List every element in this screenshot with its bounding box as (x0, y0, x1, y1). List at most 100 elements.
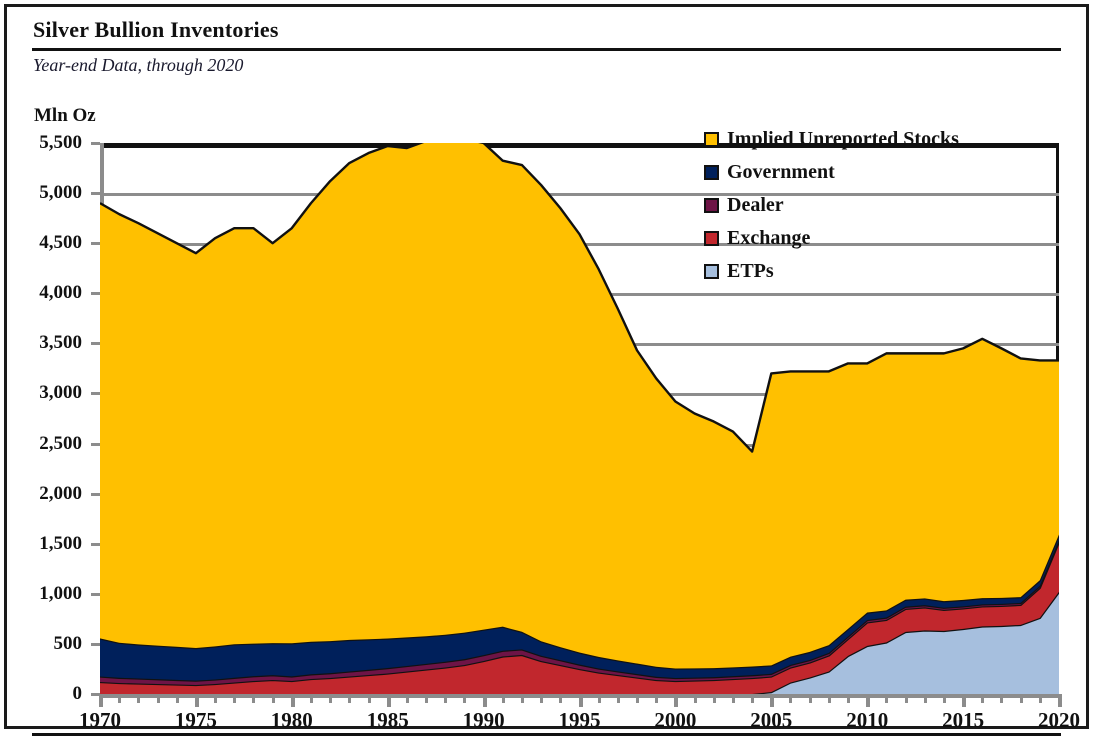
x-axis-tick-mark (405, 694, 409, 703)
x-axis-tick-label: 2010 (846, 708, 889, 732)
legend-label: ETPs (727, 260, 774, 282)
legend-label: Implied Unreported Stocks (727, 128, 959, 150)
y-axis-tick-mark (91, 592, 100, 596)
y-axis-tick-mark (91, 442, 100, 446)
x-axis-tick-mark (309, 694, 313, 703)
y-axis-tick-label: 3,500 (39, 332, 82, 354)
x-axis-tick-mark (118, 694, 122, 703)
x-axis-tick-label: 2020 (1038, 708, 1080, 732)
chart-frame: Silver Bullion Inventories Year-end Data… (4, 4, 1089, 736)
x-axis-tick-mark (482, 694, 487, 707)
gridline (100, 193, 1059, 197)
footer-rule (32, 733, 1061, 736)
x-axis-tick-mark (386, 694, 391, 707)
area-outline-etps (100, 591, 1059, 694)
x-axis-tick-mark (847, 694, 851, 703)
y-axis-tick-mark (91, 542, 100, 546)
x-axis-tick-mark (520, 694, 524, 703)
x-axis-tick-mark (348, 694, 352, 703)
legend-item-implied_unreported_stocks[interactable]: Implied Unreported Stocks (704, 123, 959, 156)
x-axis-tick-mark (751, 694, 755, 703)
x-axis-tick-mark (156, 694, 160, 703)
area-outline-government (100, 534, 1059, 670)
x-axis-tick-mark (137, 694, 141, 703)
x-axis-tick-mark (885, 694, 889, 703)
legend-swatch-icon (704, 264, 719, 279)
x-axis-tick-mark (636, 694, 640, 703)
x-axis-tick-mark (367, 694, 371, 703)
x-axis-tick-mark (942, 694, 946, 703)
x-axis-tick-mark (712, 694, 716, 703)
x-axis-tick-mark (329, 694, 333, 703)
x-axis-tick-mark (1038, 694, 1042, 703)
legend-item-etps[interactable]: ETPs (704, 255, 959, 288)
x-axis-tick-label: 2005 (750, 708, 793, 732)
y-axis-tick-label: 2,000 (39, 482, 82, 504)
chart-subtitle: Year-end Data, through 2020 (33, 55, 244, 75)
x-axis-tick-mark (425, 694, 429, 703)
x-axis-tick-mark (827, 694, 831, 703)
x-axis-tick-mark (904, 694, 908, 703)
y-axis-tick-mark (91, 693, 100, 696)
y-axis-tick-mark (91, 492, 100, 496)
x-axis-tick-mark (655, 694, 659, 703)
y-axis-tick-label: 4,000 (39, 282, 82, 304)
x-axis-tick-label: 2000 (654, 708, 697, 732)
legend-label: Government (727, 161, 835, 183)
y-axis-tick-mark (91, 242, 100, 246)
x-axis-tick-mark (559, 694, 563, 703)
y-axis-tick-label: 1,000 (39, 582, 82, 604)
y-axis-tick-mark (91, 342, 100, 346)
x-axis-tick-mark (194, 694, 199, 707)
x-axis-tick-mark (290, 694, 295, 707)
y-axis-tick-label: 4,500 (39, 232, 82, 254)
x-axis-tick-mark (770, 694, 775, 707)
plot-top-border (100, 143, 1059, 148)
legend-item-dealer[interactable]: Dealer (704, 189, 959, 222)
legend-swatch-icon (704, 231, 719, 246)
title-underline (32, 48, 1061, 51)
y-axis-unit-label: Mln Oz (34, 105, 96, 126)
legend-item-exchange[interactable]: Exchange (704, 222, 959, 255)
x-axis-tick-mark (981, 694, 985, 703)
x-axis-tick-mark (99, 694, 103, 707)
x-axis-tick-mark (1058, 694, 1062, 707)
x-axis-tick-mark (1000, 694, 1004, 703)
legend-swatch-icon (704, 165, 719, 180)
x-axis-tick-mark (674, 694, 679, 707)
y-axis-tick-mark (91, 392, 100, 396)
x-axis-tick-mark (444, 694, 448, 703)
x-axis-tick-label: 1995 (558, 708, 601, 732)
legend-label: Dealer (727, 194, 784, 216)
x-axis-tick-mark (501, 694, 505, 703)
x-axis-tick-label: 1970 (79, 708, 121, 732)
x-axis-tick-mark (233, 694, 237, 703)
x-axis-tick-mark (616, 694, 620, 703)
x-axis-tick-mark (731, 694, 735, 703)
chart-legend: Implied Unreported Stocks Government Deale… (704, 123, 959, 288)
x-axis-tick-mark (252, 694, 256, 703)
y-axis-tick-label: 5,500 (39, 132, 82, 153)
x-axis-tick-mark (175, 694, 179, 703)
x-axis-tick-mark (789, 694, 793, 703)
x-axis-tick-mark (271, 694, 275, 703)
x-axis-tick-mark (597, 694, 601, 703)
legend-swatch-icon (704, 198, 719, 213)
y-axis-tick-label: 1,500 (39, 532, 82, 554)
area-outline-implied_unreported_stocks (100, 143, 1059, 453)
legend-swatch-icon (704, 132, 719, 147)
x-axis-tick-mark (693, 694, 697, 703)
x-axis-tick-label: 1975 (174, 708, 217, 732)
area-series-etps (100, 591, 1059, 694)
x-axis-tick-label: 1980 (270, 708, 313, 732)
x-axis-tick-mark (540, 694, 544, 703)
legend-item-government[interactable]: Government (704, 156, 959, 189)
x-axis-tick-mark (866, 694, 871, 707)
x-axis-tick-mark (578, 694, 583, 707)
x-axis-tick-mark (1019, 694, 1023, 703)
area-series-government (100, 534, 1059, 681)
x-axis-tick-mark (962, 694, 967, 707)
legend-label: Exchange (727, 227, 811, 249)
x-axis-tick-mark (214, 694, 218, 703)
x-axis-tick-mark (463, 694, 467, 703)
